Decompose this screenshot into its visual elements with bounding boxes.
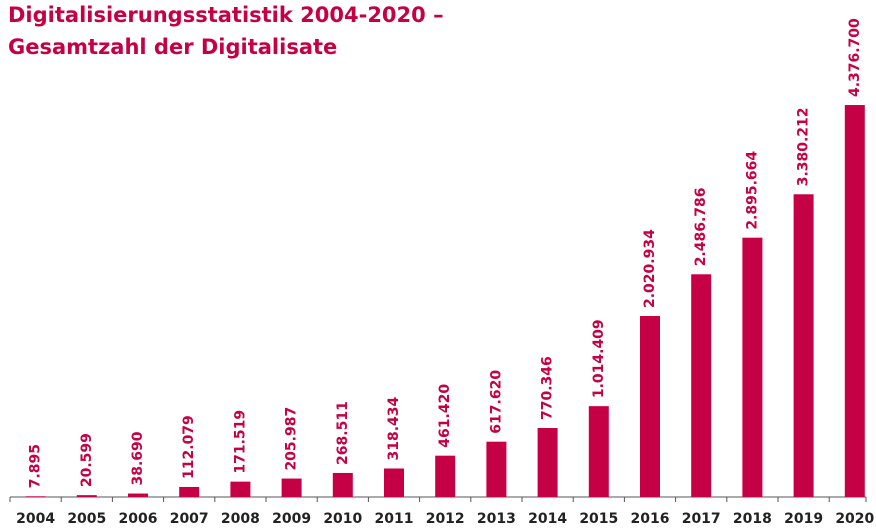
x-tick-label: 2013 bbox=[477, 511, 516, 527]
value-label: 112.079 bbox=[181, 415, 197, 479]
x-tick-label: 2017 bbox=[682, 511, 721, 527]
value-label: 318.434 bbox=[386, 396, 402, 460]
value-label: 770.346 bbox=[540, 356, 556, 420]
x-tick-label: 2014 bbox=[528, 511, 567, 527]
x-tick-label: 2009 bbox=[272, 511, 311, 527]
x-tick-label: 2018 bbox=[733, 511, 772, 527]
bar bbox=[128, 493, 148, 497]
bar bbox=[793, 194, 814, 497]
chart-title: Gesamtzahl der Digitalisate bbox=[8, 35, 337, 59]
value-label: 617.620 bbox=[488, 370, 504, 434]
bar bbox=[281, 478, 302, 497]
value-label: 3.380.212 bbox=[796, 107, 812, 186]
value-label: 268.511 bbox=[335, 401, 351, 465]
value-label: 461.420 bbox=[437, 384, 453, 448]
bar bbox=[691, 274, 712, 497]
bar bbox=[486, 441, 507, 497]
value-label: 20.599 bbox=[79, 433, 95, 487]
x-tick-label: 2015 bbox=[579, 511, 618, 527]
x-tick-label: 2016 bbox=[631, 511, 670, 527]
bar bbox=[384, 468, 404, 497]
x-tick-label: 2006 bbox=[119, 511, 158, 527]
x-tick-label: 2010 bbox=[323, 511, 362, 527]
value-label: 2.486.786 bbox=[693, 187, 709, 266]
x-tick-label: 2020 bbox=[835, 511, 874, 527]
value-label: 205.987 bbox=[284, 407, 300, 471]
bar bbox=[435, 455, 456, 497]
bar bbox=[537, 428, 558, 497]
value-label: 1.014.409 bbox=[591, 319, 607, 398]
x-tick-label: 2012 bbox=[426, 511, 465, 527]
value-label: 2.020.934 bbox=[642, 229, 658, 308]
bar bbox=[76, 495, 97, 497]
bar bbox=[588, 406, 609, 497]
x-tick-label: 2007 bbox=[170, 511, 209, 527]
value-label: 4.376.700 bbox=[847, 18, 863, 97]
x-tick-label: 2004 bbox=[16, 511, 55, 527]
value-label: 38.690 bbox=[130, 431, 146, 485]
bar bbox=[332, 472, 353, 497]
value-label: 7.895 bbox=[28, 444, 44, 488]
bar bbox=[179, 486, 200, 497]
bar bbox=[742, 237, 763, 498]
value-label: 2.895.664 bbox=[744, 151, 760, 230]
chart-title: Digitalisierungsstatistik 2004-2020 – bbox=[8, 3, 444, 27]
bar bbox=[640, 316, 660, 497]
x-tick-label: 2011 bbox=[375, 511, 414, 527]
bar bbox=[844, 105, 865, 497]
x-tick-label: 2019 bbox=[784, 511, 823, 527]
x-tick-label: 2005 bbox=[67, 511, 106, 527]
bar bbox=[230, 481, 251, 497]
x-tick-label: 2008 bbox=[221, 511, 260, 527]
value-label: 171.519 bbox=[232, 410, 248, 474]
bar bbox=[25, 496, 46, 498]
